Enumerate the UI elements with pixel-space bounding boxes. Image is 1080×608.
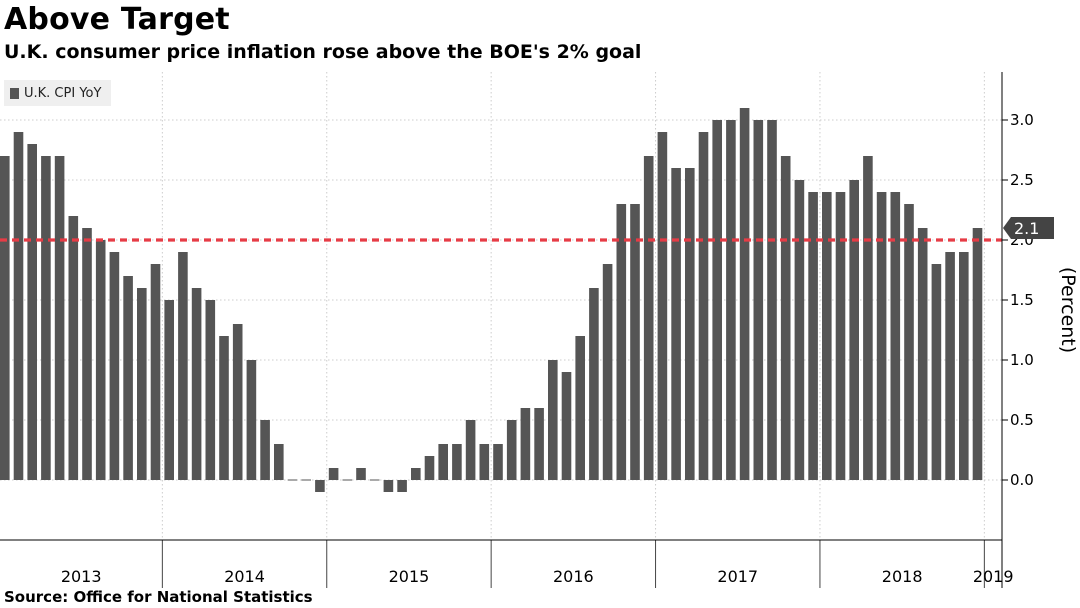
- bar: [959, 252, 969, 480]
- bar: [685, 168, 695, 480]
- bar: [479, 444, 490, 480]
- bar: [561, 372, 572, 480]
- bar: [794, 180, 805, 480]
- x-year-label: 2016: [553, 567, 594, 586]
- bar: [575, 336, 585, 480]
- bar: [657, 132, 668, 480]
- legend-swatch: [10, 87, 19, 99]
- bar: [945, 252, 955, 480]
- bar: [630, 204, 640, 480]
- bar: [506, 420, 517, 480]
- x-year-label: 2015: [389, 567, 430, 586]
- bar: [274, 444, 284, 480]
- bar: [82, 228, 92, 480]
- chart-subtitle: U.K. consumer price inflation rose above…: [4, 41, 642, 63]
- bar: [643, 156, 654, 480]
- bar: [520, 408, 531, 480]
- bar: [424, 456, 435, 480]
- bar: [493, 444, 503, 480]
- bar: [712, 120, 722, 480]
- bar: [698, 132, 709, 480]
- y-tick-label: 2.5: [1010, 171, 1034, 189]
- bar: [589, 288, 599, 480]
- bar: [452, 444, 462, 480]
- bar: [109, 252, 120, 480]
- bar: [863, 156, 873, 480]
- bar: [835, 192, 846, 480]
- bar: [205, 300, 216, 480]
- bar: [68, 216, 79, 480]
- chart-title: Above Target: [4, 2, 230, 37]
- y-tick-label: 1.5: [1010, 291, 1034, 309]
- legend: U.K. CPI YoY: [4, 80, 112, 106]
- y-tick-label: 1.0: [1010, 351, 1034, 369]
- bar: [534, 408, 544, 480]
- bar: [808, 192, 818, 480]
- bar: [191, 288, 202, 480]
- y-axis-label: (Percent): [1057, 267, 1079, 353]
- bar: [671, 168, 681, 480]
- bar: [726, 120, 736, 480]
- x-year-label: 2018: [882, 567, 923, 586]
- bar: [315, 480, 325, 492]
- last-value-callout: 2.1: [1003, 217, 1054, 239]
- bar: [972, 228, 983, 480]
- bar: [369, 479, 380, 481]
- bar: [931, 264, 942, 480]
- x-year-label: 2019: [973, 567, 1014, 586]
- bar: [383, 480, 394, 492]
- bar: [260, 420, 270, 480]
- bar: [232, 324, 243, 480]
- bar: [27, 144, 37, 480]
- bar: [602, 264, 613, 480]
- bar: [739, 108, 750, 480]
- bar: [465, 420, 476, 480]
- bar: [164, 300, 174, 480]
- legend-label: U.K. CPI YoY: [24, 85, 102, 101]
- bar: [397, 480, 407, 492]
- bar: [904, 204, 914, 480]
- bar: [616, 204, 627, 480]
- x-year-label: 2014: [224, 567, 265, 586]
- bar: [13, 132, 24, 480]
- x-year-label: 2017: [717, 567, 758, 586]
- source-note: Source: Office for National Statistics: [4, 588, 313, 606]
- callout-value: 2.1: [1014, 219, 1039, 238]
- bar: [123, 276, 133, 480]
- bar: [287, 479, 298, 481]
- y-tick-label: 0.0: [1010, 471, 1034, 489]
- callout-box: [1003, 217, 1054, 239]
- bar: [876, 192, 887, 480]
- bar: [178, 252, 188, 480]
- bar: [849, 180, 859, 480]
- bar: [753, 120, 764, 480]
- bar: [328, 468, 339, 480]
- bar: [767, 120, 777, 480]
- x-year-label: 2013: [61, 567, 102, 586]
- bar: [356, 468, 366, 480]
- bar: [890, 192, 901, 480]
- bar: [0, 156, 10, 480]
- bar: [342, 479, 353, 481]
- bar: [95, 240, 106, 480]
- bar: [411, 468, 421, 480]
- bar: [137, 288, 147, 480]
- bar: [150, 264, 161, 480]
- bar: [246, 360, 257, 480]
- bar: [54, 156, 65, 480]
- bar: [917, 228, 928, 480]
- bar-layer: [0, 108, 983, 492]
- bar: [41, 156, 51, 480]
- y-tick-label: 0.5: [1010, 411, 1034, 429]
- bar: [548, 360, 558, 480]
- bar: [301, 479, 311, 481]
- bar: [219, 336, 229, 480]
- bar: [822, 192, 832, 480]
- bar: [780, 156, 791, 480]
- y-tick-label: 3.0: [1010, 111, 1034, 129]
- bar: [438, 444, 448, 480]
